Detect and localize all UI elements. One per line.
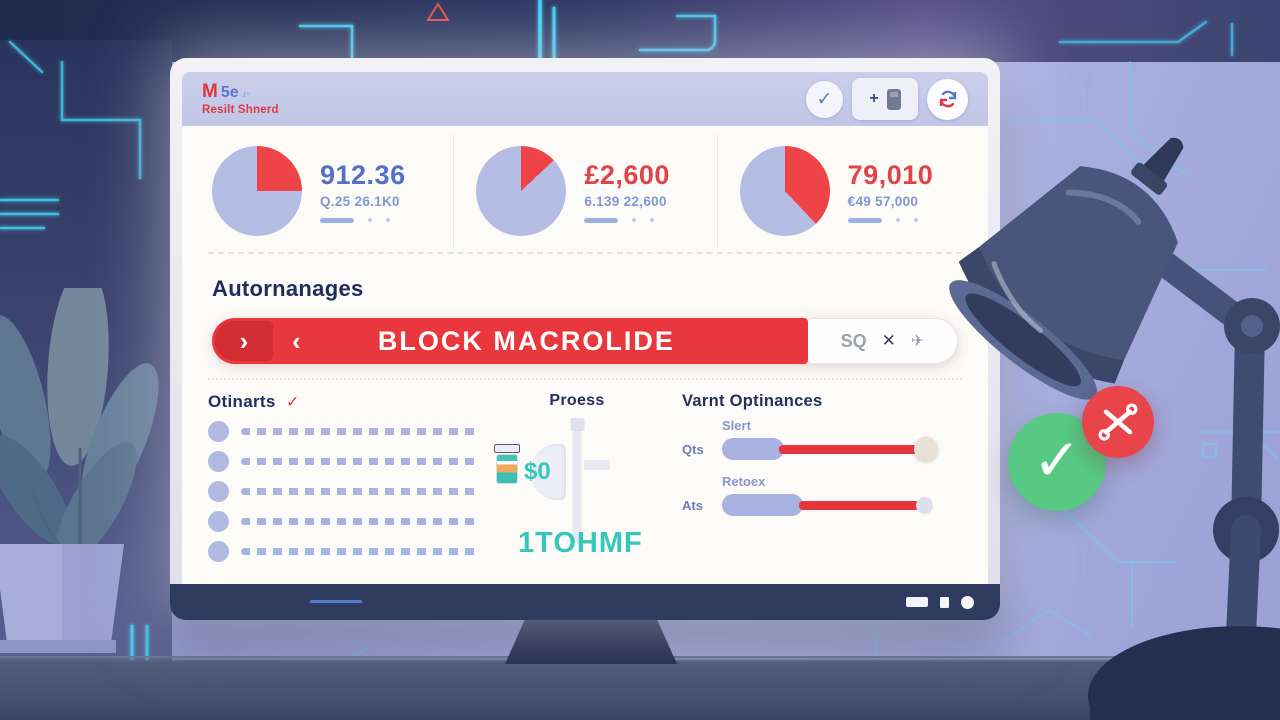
variants-title: Varnt Optinances xyxy=(682,392,823,410)
scissors-icon xyxy=(1098,403,1138,441)
logo-text: 5e xyxy=(220,83,239,101)
device-button-group[interactable]: + xyxy=(852,78,918,120)
bullet-icon xyxy=(208,451,229,472)
pie-chart xyxy=(212,146,302,236)
monitor-bezel xyxy=(170,584,1000,620)
logo-mark: M xyxy=(202,80,218,102)
placeholder-text-line xyxy=(241,488,479,495)
red-triangle-marker xyxy=(426,2,450,21)
placeholder-text-line xyxy=(241,458,479,465)
bezel-button-bar[interactable] xyxy=(906,597,928,607)
check-icon: ✓ xyxy=(1032,426,1082,494)
separator xyxy=(208,378,962,380)
horizontal-slider[interactable] xyxy=(722,437,942,461)
close-icon[interactable]: ✕ xyxy=(881,331,896,350)
vertical-slider[interactable] xyxy=(570,418,584,544)
variant-options-panel: Varnt Optinances Slert Qts Retoex Ats xyxy=(674,392,962,584)
stats-row: 912.36 Q.25 26.1K0 £2,600 6.139 22,600 xyxy=(182,126,988,248)
check-icon: ✓ xyxy=(816,88,833,110)
list-item[interactable] xyxy=(208,451,480,472)
chevron-left-icon[interactable]: ‹ xyxy=(292,325,301,356)
stat-progress xyxy=(847,217,934,223)
stat-subtitle: 6.139 22,600 xyxy=(584,193,667,209)
list-item[interactable] xyxy=(208,421,480,442)
pie-chart xyxy=(476,146,567,236)
power-button[interactable] xyxy=(961,595,974,609)
app-logo: M 5e ♪▫ Resilt Shnerd xyxy=(202,80,279,117)
device-icon xyxy=(886,88,901,110)
checklist-title: Otinarts xyxy=(208,392,276,411)
placeholder-text-line xyxy=(241,548,479,555)
bullet-icon xyxy=(208,421,229,442)
list-item[interactable] xyxy=(208,481,480,502)
blocked-badge xyxy=(1082,386,1154,458)
slider-top-label: Retoex xyxy=(722,474,766,489)
check-icon: ✓ xyxy=(286,394,300,411)
stat-card: £2,600 6.139 22,600 xyxy=(453,134,716,248)
placeholder-text-line xyxy=(241,428,479,435)
stat-progress xyxy=(584,217,670,223)
monitor-stand xyxy=(505,614,677,664)
sync-icon xyxy=(939,90,956,108)
banner-controls: SQ ✕ ✈ xyxy=(808,318,958,364)
stat-value: £2,600 xyxy=(584,159,670,190)
stat-subtitle: Q.25 26.1K0 xyxy=(320,193,400,209)
bullet-icon xyxy=(208,481,229,502)
stat-card: 912.36 Q.25 26.1K0 xyxy=(190,134,453,248)
checklist-panel: Otinarts ✓ xyxy=(208,392,480,584)
monitor: M 5e ♪▫ Resilt Shnerd ✓ + xyxy=(170,58,1000,620)
sync-button[interactable] xyxy=(927,78,968,120)
chevron-right-icon: › xyxy=(239,325,249,356)
dashboard-app: M 5e ♪▫ Resilt Shnerd ✓ + xyxy=(182,72,988,584)
bezel-accent-light xyxy=(310,600,362,603)
separator xyxy=(208,252,962,254)
section-title: Autornanages xyxy=(212,276,364,301)
desk-lamp xyxy=(949,137,1280,720)
potted-plant xyxy=(0,288,159,653)
block-banner[interactable]: › ‹ BLOCK MACROLIDE xyxy=(212,318,808,364)
process-code: 1TOHMF xyxy=(518,527,643,559)
slider-label: Ats xyxy=(682,497,703,513)
forward-chevron-button[interactable]: › xyxy=(215,321,273,361)
lamp-head xyxy=(949,137,1184,400)
slider-label: Qts xyxy=(682,441,704,457)
placeholder-text-line xyxy=(241,518,479,525)
app-subtitle: Resilt Shnerd xyxy=(202,103,279,116)
banner-title: BLOCK MACROLIDE xyxy=(377,325,675,356)
approved-badge: ✓ xyxy=(1008,413,1106,511)
slider-top-label: Slert xyxy=(722,418,751,433)
block-banner-row: › ‹ BLOCK MACROLIDE SQ ✕ ✈ xyxy=(212,318,958,364)
send-icon[interactable]: ✈ xyxy=(910,333,925,350)
slider-handle[interactable] xyxy=(916,497,934,514)
price-label: $0 xyxy=(524,458,551,485)
stat-value: 79,010 xyxy=(847,159,934,190)
stat-value: 912.36 xyxy=(320,159,406,190)
process-title: Proess xyxy=(549,392,605,409)
slider-handle[interactable] xyxy=(914,437,939,461)
app-bar: M 5e ♪▫ Resilt Shnerd ✓ + xyxy=(182,72,988,126)
bezel-button-square[interactable] xyxy=(940,596,949,608)
banner-action-label[interactable]: SQ xyxy=(840,330,867,351)
horizontal-slider[interactable] xyxy=(722,493,942,517)
pie-chart xyxy=(739,146,830,236)
list-item[interactable] xyxy=(208,511,480,532)
bullet-icon xyxy=(208,511,229,532)
stat-subtitle: €49 57,000 xyxy=(847,193,919,209)
details-row: Otinarts ✓ Proess xyxy=(182,392,988,584)
bullet-icon xyxy=(208,541,229,562)
stat-card: 79,010 €49 57,000 xyxy=(716,134,980,248)
logo-music-icon: ♪▫ xyxy=(241,88,251,100)
plus-icon: + xyxy=(869,90,879,107)
check-circle-button[interactable]: ✓ xyxy=(806,80,843,118)
list-item[interactable] xyxy=(208,541,480,562)
app-bar-actions: ✓ + xyxy=(806,78,968,120)
process-panel: Proess $0 1TOHMF xyxy=(492,392,662,584)
stat-progress xyxy=(320,217,406,223)
pill-bottle-icon xyxy=(494,444,520,484)
